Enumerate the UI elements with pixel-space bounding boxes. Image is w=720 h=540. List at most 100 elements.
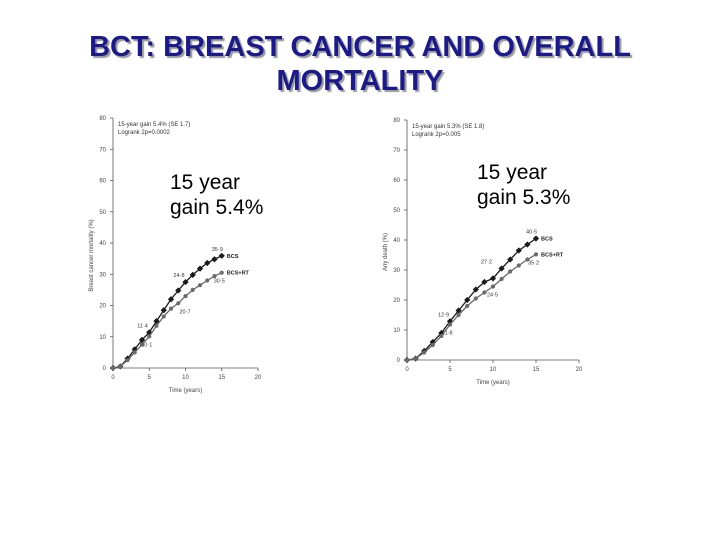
data-point [167, 296, 175, 303]
data-point [139, 342, 145, 347]
gain-overlay-left-line-1: 15 year [170, 171, 241, 194]
data-point [516, 263, 521, 268]
series-line-bcs [112, 255, 223, 369]
y-tick-label: 60 [393, 178, 400, 184]
y-tick-label: 0 [103, 366, 107, 372]
y-tick-label: 70 [393, 148, 400, 154]
y-tick-label: 30 [99, 272, 106, 278]
data-point [430, 342, 435, 348]
gain-overlay-right: 15 year gain 5.3% [477, 160, 571, 210]
gain-overlay-right-line-1: 15 year [477, 161, 548, 184]
data-point [524, 241, 531, 248]
data-point [168, 306, 174, 311]
y-tick-label: 10 [99, 335, 106, 341]
data-point [161, 314, 166, 319]
x-axis-title: Time (years) [169, 388, 202, 394]
x-tick-label: 20 [255, 375, 262, 381]
data-point [499, 276, 504, 282]
data-point [205, 278, 210, 283]
x-tick-label: 20 [576, 367, 583, 373]
data-point [138, 336, 146, 343]
y-tick-label: 80 [99, 116, 106, 122]
slide-title-line-2: MORTALITY [276, 65, 444, 97]
y-axis-title: Any death (%) [383, 233, 389, 271]
y-tick-label: 30 [393, 268, 400, 274]
data-point [404, 357, 410, 363]
data-point [218, 252, 225, 259]
series-end-label: BCS [541, 237, 553, 243]
data-point [219, 270, 224, 275]
y-tick-label: 50 [99, 210, 106, 216]
data-point [456, 312, 461, 318]
data-point [490, 284, 496, 289]
data-point [489, 275, 497, 282]
x-tick-label: 15 [533, 367, 540, 373]
data-point [160, 307, 167, 314]
data-point [508, 269, 513, 274]
data-point [211, 256, 218, 263]
y-tick-label: 0 [397, 358, 401, 364]
x-tick-label: 0 [405, 367, 409, 373]
data-value-label: 35·2 [528, 260, 539, 266]
y-tick-label: 60 [99, 179, 106, 185]
y-axis-title: Breast cancer mortality (%) [89, 219, 95, 291]
data-point [447, 322, 453, 327]
y-tick-label: 70 [99, 147, 106, 153]
data-point [182, 278, 189, 286]
y-tick-label: 20 [99, 304, 106, 310]
x-tick-label: 5 [448, 367, 452, 373]
chart-annotation-line: Logrank 2p=0.005 [412, 132, 461, 138]
data-point [212, 274, 217, 279]
data-point [197, 283, 203, 288]
data-point [176, 301, 181, 306]
gain-overlay-right-line-2: gain 5.3% [477, 186, 571, 209]
data-point [154, 323, 159, 328]
data-point [189, 271, 196, 278]
breast-cancer-mortality-chart: 0 10 20 30 40 50 60 70 80 0 5 10 15 20 Time (years) Bre… [89, 116, 262, 394]
series-end-label: BCS+RT [227, 271, 250, 277]
data-point [482, 290, 487, 295]
chart-annotation-line: Logrank 2p=0.0002 [118, 130, 171, 136]
slide-title: BCT: BREAST CANCER AND OVERALL MORTALITY [0, 30, 720, 98]
x-tick-label: 10 [182, 375, 189, 381]
data-value-label: 40·5 [526, 230, 537, 236]
series-line-bcs [406, 237, 537, 361]
data-value-label: 11·8 [442, 331, 453, 337]
series-end-label: BCS [227, 254, 239, 260]
data-point [498, 265, 505, 272]
data-point [118, 364, 123, 369]
any-death-chart: 0 10 20 30 40 50 60 70 80 0 5 10 15 20 Time (years) Any… [383, 118, 583, 386]
slide-title-line-1: BCT: BREAST CANCER AND OVERALL [89, 31, 631, 63]
data-point [183, 294, 188, 299]
data-point [110, 365, 116, 371]
data-value-label: 20·7 [180, 309, 191, 315]
data-point [481, 278, 488, 286]
data-value-label: 12·9 [438, 312, 449, 318]
y-tick-label: 50 [393, 208, 400, 214]
data-point [196, 265, 204, 272]
data-value-label: 30·5 [214, 279, 225, 285]
data-value-label: 24·8 [174, 273, 185, 279]
data-point [413, 356, 418, 361]
data-point [175, 287, 182, 294]
x-tick-label: 5 [148, 375, 152, 381]
data-point [190, 287, 195, 292]
x-tick-label: 0 [111, 375, 115, 381]
data-value-label: 24·5 [487, 293, 498, 299]
series-line-bcs-rt [406, 253, 537, 361]
data-value-label: 35·9 [212, 247, 223, 253]
data-point [533, 252, 539, 257]
data-point [132, 350, 137, 355]
series-line-bcs-rt [112, 272, 223, 369]
data-point [422, 350, 427, 355]
data-point [439, 333, 444, 339]
data-point [125, 358, 130, 363]
gain-overlay-left: 15 year gain 5.4% [170, 170, 264, 220]
y-tick-label: 80 [393, 118, 400, 124]
data-point [147, 334, 152, 339]
y-tick-label: 20 [393, 298, 400, 304]
data-value-label: 27·2 [481, 260, 492, 266]
gain-overlay-left-line-2: gain 5.4% [170, 196, 264, 219]
y-tick-label: 40 [393, 238, 400, 244]
data-value-label: 10·1 [141, 342, 152, 348]
